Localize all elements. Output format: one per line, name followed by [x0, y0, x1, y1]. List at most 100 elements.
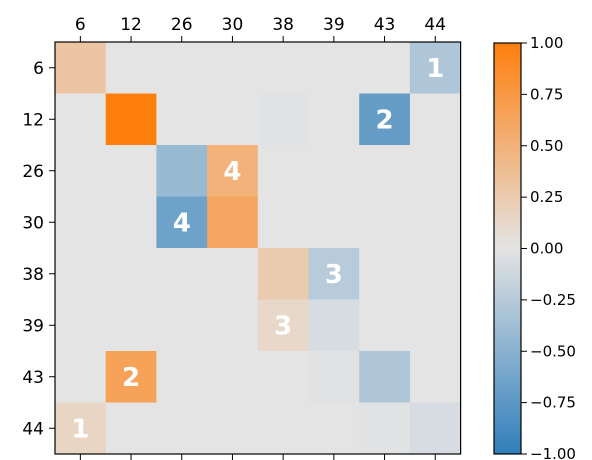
- cell-label: 1: [71, 414, 89, 444]
- x-axis: 6 12 26 30 38 39 43 44: [75, 15, 446, 460]
- heatmap-cell: [308, 351, 360, 403]
- x-tick-label: 44: [424, 15, 446, 35]
- x-tick-label: 30: [222, 15, 244, 35]
- heatmap-cell: [55, 402, 107, 455]
- y-tick-label: 39: [22, 316, 44, 336]
- heatmap-cell: [105, 93, 157, 146]
- heatmap-cell: [257, 351, 309, 403]
- heatmap-cell: [359, 42, 411, 94]
- colorbar-tick-label: 1.00: [530, 34, 563, 52]
- heatmap-cell: [207, 145, 259, 197]
- heatmap-cell: [105, 402, 157, 455]
- x-tick-label: 12: [120, 15, 142, 35]
- heatmap-cell: [359, 93, 411, 146]
- colorbar-tick-label: −1.00: [530, 445, 576, 460]
- cell-label: 2: [122, 363, 140, 393]
- heatmap-cell: [207, 93, 259, 146]
- heatmap-cell: [156, 196, 208, 249]
- heatmap-cell: [156, 145, 208, 197]
- heatmap-cell: [308, 402, 360, 455]
- heatmap-cell: [207, 248, 259, 300]
- colorbar-tick-label: 0.00: [530, 240, 563, 258]
- cell-label: 2: [376, 105, 394, 135]
- heatmap-cell: [409, 93, 461, 146]
- heatmap-cell: [55, 93, 107, 146]
- heatmap-cell: [257, 42, 309, 94]
- heatmap-cell: [207, 299, 259, 352]
- heatmap-cell: [105, 299, 157, 352]
- x-tick-label: 38: [272, 15, 294, 35]
- heatmap-cell: [257, 248, 309, 300]
- heatmap-cell: [308, 42, 360, 94]
- y-tick-label: 26: [22, 162, 44, 182]
- heatmap-cell: [156, 299, 208, 352]
- heatmap-cell: [409, 196, 461, 249]
- heatmap-cell: [308, 248, 360, 300]
- heatmap-cell: [55, 42, 107, 94]
- heatmap-cell: [409, 145, 461, 197]
- x-tick-label: 26: [171, 15, 193, 35]
- colorbar-tick-label: −0.25: [530, 291, 576, 309]
- heatmap-cell: [55, 299, 107, 352]
- heatmap-cell: [156, 93, 208, 146]
- heatmap-frame: [54, 41, 462, 455]
- colorbar-tick-label: −0.50: [530, 342, 576, 360]
- heatmap-cell: [55, 196, 107, 249]
- heatmap-cell: [409, 248, 461, 300]
- y-tick-label: 43: [22, 368, 44, 388]
- y-tick-label: 30: [22, 213, 44, 233]
- y-axis: 6 12 26 30 38 39 43 44: [22, 59, 55, 439]
- heatmap-cell: [409, 402, 461, 455]
- cell-label: 3: [325, 260, 343, 290]
- heatmap-cell: [105, 145, 157, 197]
- heatmap-cell: [257, 196, 309, 249]
- heatmap-cell: [409, 299, 461, 352]
- cell-label: 1: [426, 54, 444, 84]
- heatmap-cell: [257, 299, 309, 352]
- heatmap-cell: [105, 248, 157, 300]
- heatmap-cell: [105, 351, 157, 403]
- cell-label: 3: [274, 311, 292, 341]
- heatmap-cell: [156, 248, 208, 300]
- heatmap-cell: [359, 402, 411, 455]
- heatmap-cell: [359, 248, 411, 300]
- y-tick-label: 12: [22, 110, 44, 130]
- x-tick-label: 6: [75, 15, 86, 35]
- x-tick-label: 43: [374, 15, 396, 35]
- heatmap-cell: [105, 42, 157, 94]
- heatmap-cell: [156, 42, 208, 94]
- cell-label: 4: [173, 208, 191, 238]
- y-tick-label: 6: [33, 59, 44, 79]
- heatmap-cell: [156, 351, 208, 403]
- colorbar-tick-label: −0.75: [530, 394, 576, 412]
- heatmap-cell: [55, 145, 107, 197]
- cell-label: 4: [223, 157, 241, 187]
- heatmap-cell: [55, 351, 107, 403]
- colorbar-tick-label: 0.50: [530, 137, 563, 155]
- heatmap-cell-labels: 1 2 4 4 3 3 2 1: [71, 54, 444, 445]
- heatmap-cells: [55, 42, 461, 455]
- heatmap-cell: [257, 145, 309, 197]
- heatmap-cell: [409, 42, 461, 94]
- heatmap-cell: [409, 351, 461, 403]
- heatmap-cell: [359, 196, 411, 249]
- heatmap-cell: [207, 196, 259, 249]
- heatmap-cell: [308, 196, 360, 249]
- heatmap-cell: [207, 351, 259, 403]
- heatmap-cell: [156, 402, 208, 455]
- heatmap-cell: [359, 145, 411, 197]
- colorbar-axis: 1.00 0.75 0.50 0.25 0.00 −0.25 −0.50 −0.75 −1.00: [521, 34, 576, 460]
- colorbar: [493, 42, 522, 455]
- x-tick-label: 39: [323, 15, 345, 35]
- heatmap-cell: [207, 42, 259, 94]
- heatmap-cell: [105, 196, 157, 249]
- heatmap-cell: [308, 145, 360, 197]
- heatmap-cell: [207, 402, 259, 455]
- heatmap-cell: [359, 299, 411, 352]
- heatmap-cell: [308, 93, 360, 146]
- heatmap-cell: [359, 351, 411, 403]
- colorbar-tick-label: 0.25: [530, 188, 563, 206]
- y-tick-label: 38: [22, 265, 44, 285]
- heatmap-cell: [257, 402, 309, 455]
